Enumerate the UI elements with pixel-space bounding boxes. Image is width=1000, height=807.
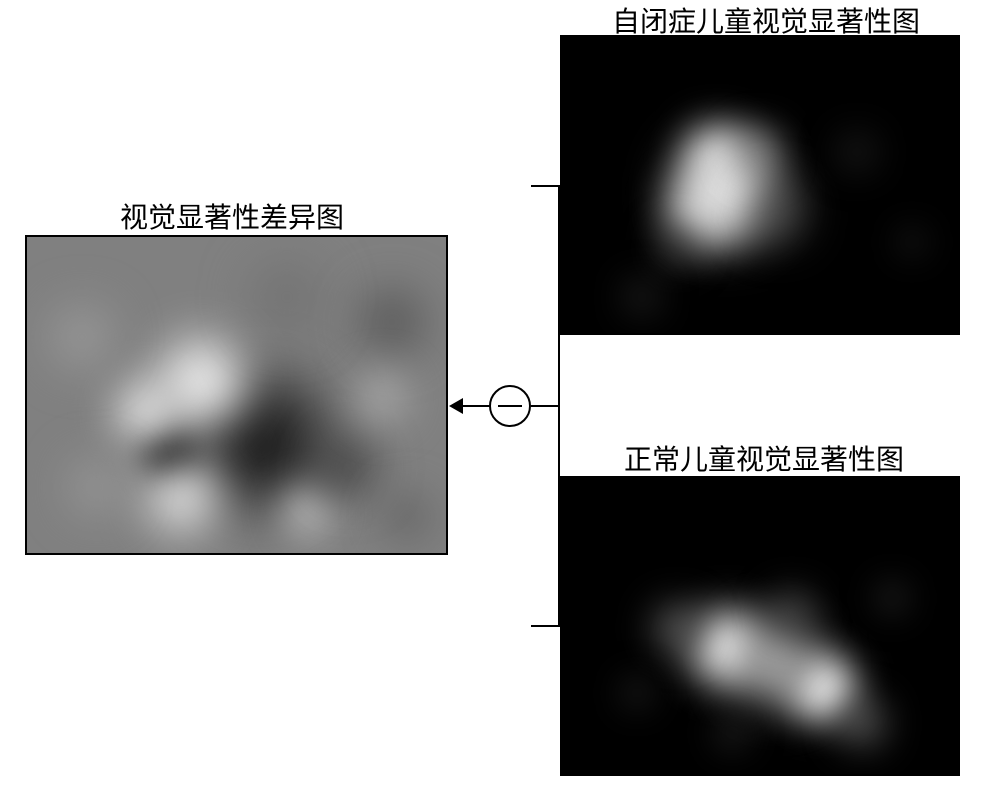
saliency-blob	[647, 598, 707, 658]
autism-map-panel	[560, 35, 960, 335]
normal-map-blobs	[562, 478, 958, 774]
normal-map-label: 正常儿童视觉显著性图	[624, 438, 904, 478]
minus-icon	[489, 385, 531, 427]
connector-h-bottom	[531, 625, 560, 627]
saliency-blob	[352, 367, 412, 427]
saliency-blob	[354, 284, 430, 360]
saliency-blob	[62, 452, 132, 522]
arrow-left-icon	[449, 398, 463, 414]
diff-map-panel	[25, 235, 448, 555]
saliency-blob	[312, 432, 382, 502]
saliency-blob	[242, 252, 332, 342]
saliency-blob	[731, 126, 783, 178]
saliency-blob	[377, 487, 437, 547]
autism-map-label: 自闭症儿童视觉显著性图	[612, 0, 920, 40]
saliency-blob	[137, 452, 227, 542]
connector-h-mid	[531, 405, 560, 407]
saliency-blob	[653, 223, 701, 271]
saliency-blob	[892, 222, 932, 262]
connector-arrow-shaft	[462, 405, 492, 407]
autism-map-blobs	[562, 37, 958, 333]
saliency-blob	[766, 587, 818, 639]
saliency-blob	[620, 275, 664, 319]
connector-h-top	[531, 185, 560, 187]
diff-map-label: 视觉显著性差异图	[120, 196, 344, 236]
saliency-blob	[615, 671, 659, 715]
saliency-blob	[834, 695, 890, 751]
saliency-blob	[870, 576, 914, 620]
saliency-blob	[743, 178, 811, 246]
normal-map-panel	[560, 476, 960, 776]
saliency-blob	[833, 128, 881, 176]
saliency-blob	[42, 297, 122, 377]
saliency-blob	[107, 372, 187, 452]
diff-map-blobs	[27, 237, 446, 553]
saliency-blob	[710, 711, 754, 755]
